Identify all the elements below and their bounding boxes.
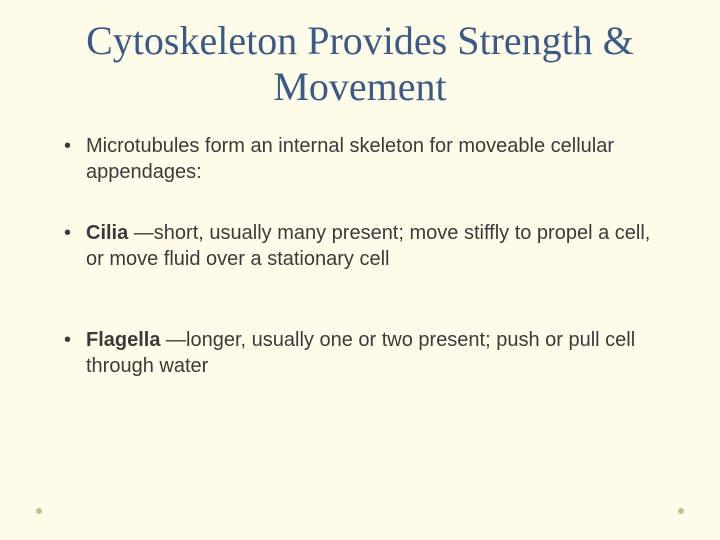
decor-dot-icon <box>678 508 684 514</box>
decor-dot-icon <box>36 508 42 514</box>
bullet-item: Cilia —short, usually many present; move… <box>58 221 662 272</box>
bullet-lead: Cilia <box>86 222 128 244</box>
slide-container: Cytoskeleton Provides Strength & Movemen… <box>0 0 720 540</box>
bullet-text: Microtubules form an internal skeleton f… <box>86 135 614 183</box>
bullet-item: Flagella —longer, usually one or two pre… <box>58 328 662 379</box>
bullet-text: —short, usually many present; move stiff… <box>86 222 650 270</box>
bullet-list: Microtubules form an internal skeleton f… <box>48 134 672 380</box>
slide-title: Cytoskeleton Provides Strength & Movemen… <box>48 18 672 110</box>
bullet-item: Microtubules form an internal skeleton f… <box>58 134 662 185</box>
bullet-text: —longer, usually one or two present; pus… <box>86 329 635 377</box>
bullet-lead: Flagella <box>86 329 160 351</box>
